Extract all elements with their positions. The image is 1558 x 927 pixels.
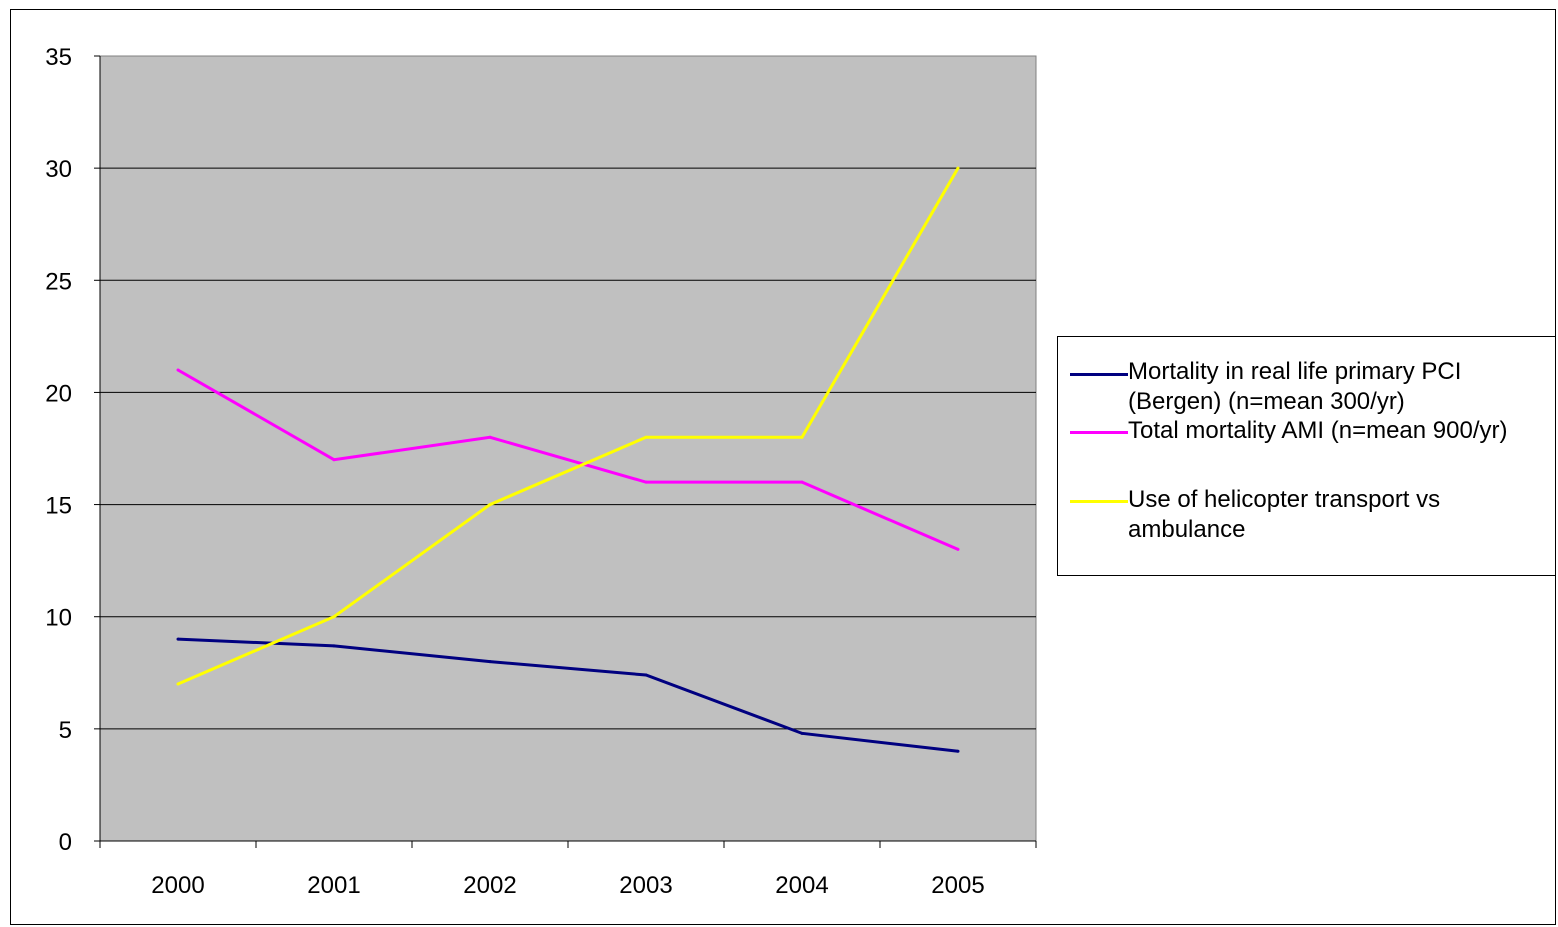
data-point bbox=[644, 435, 648, 439]
x-tick-label: 2002 bbox=[463, 872, 516, 899]
legend-label-pci-mortality: Mortality in real life primary PCI (Berg… bbox=[1128, 358, 1462, 415]
data-point bbox=[488, 503, 492, 507]
gridlines bbox=[100, 167, 1036, 730]
y-tick-label: 20 bbox=[45, 380, 72, 407]
series-line-0 bbox=[177, 637, 959, 753]
data-point bbox=[644, 673, 648, 677]
data-point bbox=[332, 615, 336, 619]
legend-label-helicopter-use: Use of helicopter transport vs ambulance bbox=[1128, 486, 1441, 543]
y-tick-label: 10 bbox=[45, 605, 72, 632]
data-point bbox=[488, 435, 492, 439]
y-tick-label: 25 bbox=[45, 268, 72, 295]
x-tick-label: 2005 bbox=[931, 872, 984, 899]
x-tick-label: 2000 bbox=[151, 872, 204, 899]
legend-label-ami-mortality: Total mortality AMI (n=mean 900/yr) bbox=[1128, 417, 1508, 444]
data-point bbox=[332, 644, 336, 648]
legend: Mortality in real life primary PCI (Berg… bbox=[1057, 336, 1556, 576]
series-line-1 bbox=[177, 368, 959, 551]
y-tick-label: 0 bbox=[59, 829, 72, 856]
data-point bbox=[956, 749, 960, 753]
y-axis-ticks: 0 5 10 15 20 25 30 35 bbox=[45, 44, 100, 856]
data-point bbox=[644, 480, 648, 484]
data-point bbox=[800, 435, 804, 439]
data-point bbox=[956, 166, 960, 170]
x-tick-label: 2004 bbox=[775, 872, 828, 899]
legend-entry-helicopter-use: Use of helicopter transport vs ambulance bbox=[1058, 485, 1557, 555]
series-lines bbox=[176, 166, 960, 753]
legend-swatch-helicopter-use bbox=[1070, 500, 1128, 503]
y-tick-label: 30 bbox=[45, 156, 72, 183]
legend-swatch-pci-mortality bbox=[1070, 373, 1128, 376]
legend-swatch-ami-mortality bbox=[1070, 431, 1128, 434]
data-point bbox=[800, 480, 804, 484]
series-line-2 bbox=[177, 167, 960, 686]
data-point bbox=[332, 458, 336, 462]
data-point bbox=[176, 368, 180, 372]
y-tick-label: 15 bbox=[45, 493, 72, 520]
data-point bbox=[956, 547, 960, 551]
data-point bbox=[800, 731, 804, 735]
x-tick-label: 2003 bbox=[619, 872, 672, 899]
data-point bbox=[488, 660, 492, 664]
data-point bbox=[176, 682, 180, 686]
x-axis-ticks: 2000 2001 2002 2003 2004 2005 bbox=[99, 841, 1037, 899]
legend-entry-pci-mortality: Mortality in real life primary PCI (Berg… bbox=[1058, 347, 1557, 417]
y-tick-label: 35 bbox=[45, 44, 72, 71]
data-point bbox=[176, 637, 180, 641]
plot-area bbox=[99, 55, 1037, 842]
legend-entry-ami-mortality: Total mortality AMI (n=mean 900/yr) bbox=[1058, 416, 1557, 486]
y-tick-label: 5 bbox=[59, 717, 72, 744]
x-tick-label: 2001 bbox=[307, 872, 360, 899]
